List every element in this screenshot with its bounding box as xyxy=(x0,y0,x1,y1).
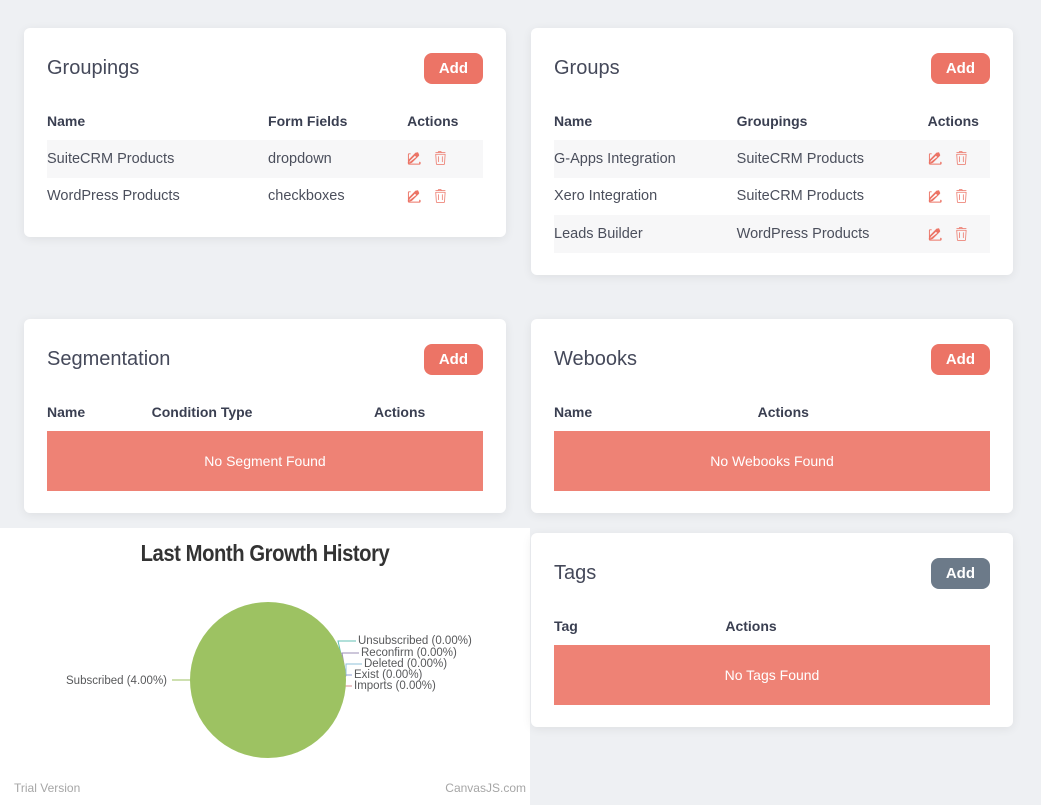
svg-text:Unsubscribed (0.00%): Unsubscribed (0.00%) xyxy=(358,635,472,647)
svg-text:Subscribed (4.00%): Subscribed (4.00%) xyxy=(66,675,167,687)
svg-text:Imports (0.00%): Imports (0.00%) xyxy=(354,680,436,692)
